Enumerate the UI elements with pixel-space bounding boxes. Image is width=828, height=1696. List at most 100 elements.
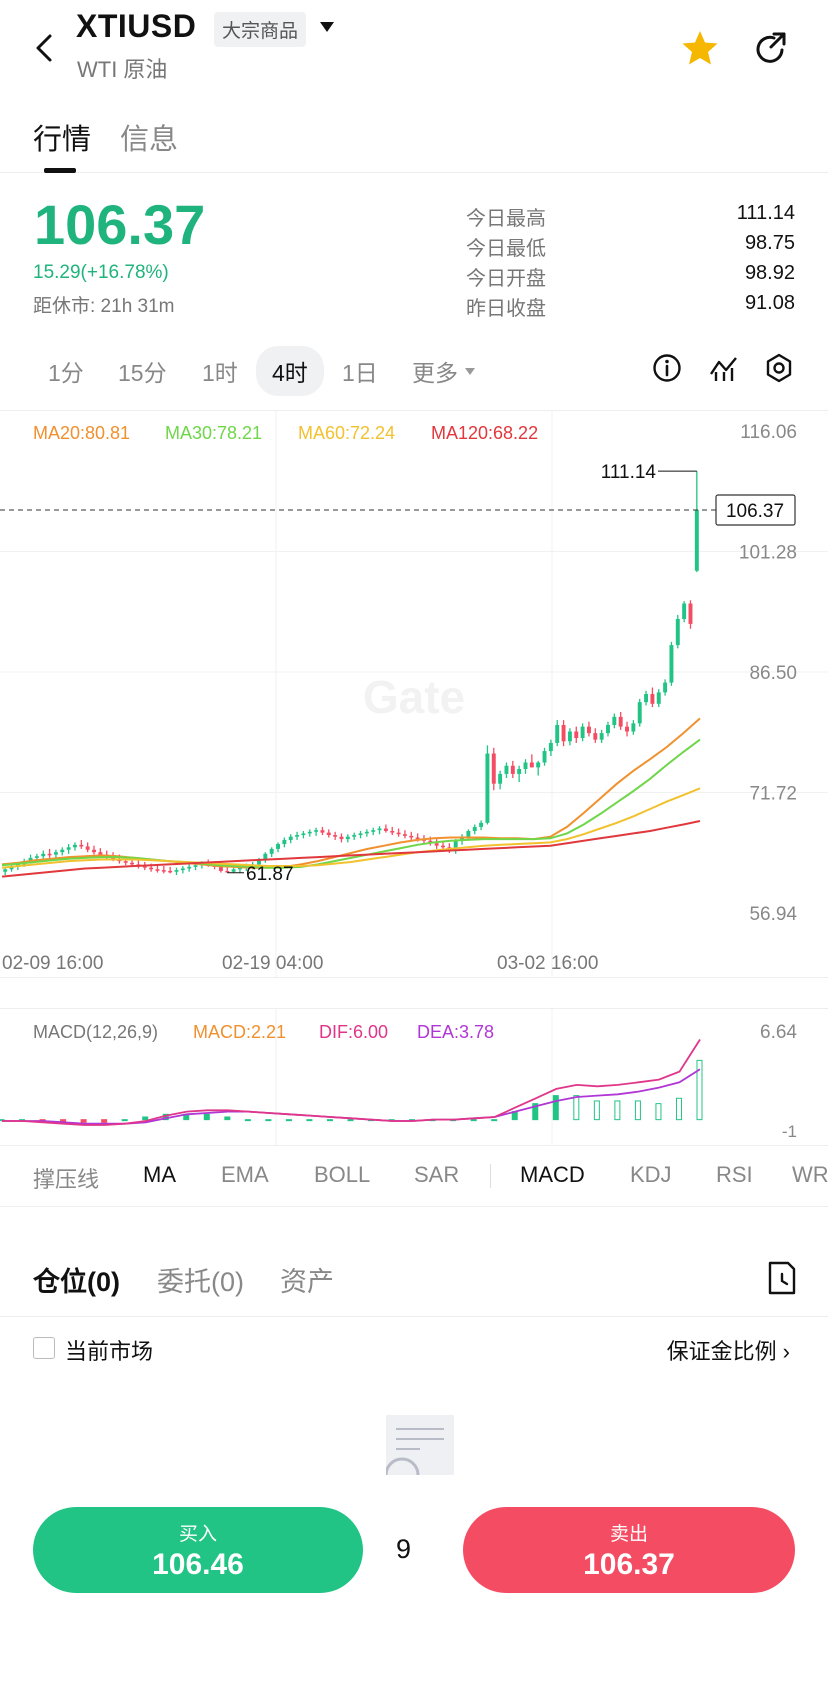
- candle-body: [523, 762, 528, 770]
- candle-body: [282, 839, 287, 845]
- main-tabs: 行情 信息: [0, 112, 828, 173]
- candle-body: [358, 833, 363, 836]
- tab-market[interactable]: 行情: [33, 124, 92, 156]
- indicator-tab-ema[interactable]: EMA: [221, 1162, 269, 1187]
- candle-body: [510, 765, 515, 774]
- timeframe-1h[interactable]: 1时: [202, 360, 238, 386]
- candle-body: [491, 753, 496, 784]
- indicator-icon[interactable]: [708, 352, 740, 384]
- category-badge: 大宗商品: [214, 12, 307, 47]
- candle-body: [149, 867, 154, 870]
- macd-legend-2: DIF:6.00: [319, 1022, 388, 1042]
- indicator-tab-boll[interactable]: BOLL: [314, 1162, 371, 1187]
- timeframe-more[interactable]: 更多: [412, 360, 458, 386]
- tab-info[interactable]: 信息: [120, 124, 179, 156]
- timeframe-4h[interactable]: 4时: [256, 346, 324, 396]
- tab-assets[interactable]: 资产: [280, 1267, 334, 1297]
- sell-price: 106.37: [583, 1548, 675, 1581]
- tab-orders[interactable]: 委托(0): [157, 1267, 244, 1297]
- candle-body: [682, 603, 687, 620]
- candle-body: [536, 762, 541, 768]
- indicator-tab-rsi[interactable]: RSI: [716, 1162, 753, 1187]
- price-chart[interactable]: 116.06 101.28 86.50 71.72 56.94 02-09 16:00 02…: [0, 410, 828, 978]
- stat-value-prev-close: 91.08: [744, 292, 795, 314]
- sell-button[interactable]: 卖出 106.37: [463, 1507, 795, 1593]
- chevron-right-icon: ›: [782, 1339, 790, 1364]
- settings-icon[interactable]: [763, 352, 795, 384]
- candle-body: [402, 834, 407, 836]
- candle-body: [98, 852, 103, 855]
- current-market-checkbox[interactable]: [33, 1337, 55, 1359]
- candle-body: [288, 836, 293, 840]
- macd-chart[interactable]: MACD(12,26,9) MACD:2.21 DIF:6.00 DEA:3.78 6.…: [0, 1008, 828, 1146]
- candle-body: [466, 830, 471, 837]
- candle-body: [225, 870, 230, 873]
- quantity-value[interactable]: 9: [396, 1534, 412, 1564]
- candle-body: [498, 773, 503, 784]
- macd-histogram-bar: [532, 1103, 539, 1121]
- margin-ratio-link[interactable]: 保证金比例 ›: [667, 1334, 790, 1366]
- symbol-dropdown-caret-icon[interactable]: [320, 22, 334, 32]
- candle-body: [263, 853, 268, 860]
- tab-positions[interactable]: 仓位(0): [33, 1267, 120, 1297]
- candle-body: [345, 836, 350, 840]
- current-price-tag-label: 106.37: [726, 501, 784, 522]
- candle-body: [92, 849, 96, 853]
- indicator-tab-macd[interactable]: MACD: [520, 1162, 585, 1187]
- macd-histogram-bar: [285, 1119, 292, 1122]
- timeframe-1m[interactable]: 1分: [48, 360, 84, 386]
- candle-body: [542, 751, 547, 763]
- ma-line-ma60: [1, 787, 701, 869]
- share-icon[interactable]: [752, 30, 790, 68]
- stat-label-low: 今日最低: [466, 238, 546, 260]
- symbol-title[interactable]: XTIUSD: [76, 8, 197, 44]
- clock-document-icon[interactable]: [766, 1260, 798, 1296]
- macd-histogram-bar: [121, 1119, 128, 1122]
- current-market-label[interactable]: 当前市场: [65, 1339, 154, 1364]
- macd-histogram-bar: [696, 1059, 703, 1121]
- candle-body: [574, 731, 579, 739]
- margin-ratio-label: 保证金比例: [666, 1339, 777, 1364]
- y-axis-tick-label: 71.72: [749, 784, 797, 805]
- indicator-tab-wr[interactable]: WR: [792, 1162, 828, 1187]
- back-arrow-icon[interactable]: [28, 30, 64, 66]
- timeframe-15m[interactable]: 15分: [118, 360, 167, 386]
- candle-body: [688, 603, 693, 624]
- candle-body: [168, 870, 173, 873]
- timeframe-1d[interactable]: 1日: [342, 360, 378, 386]
- star-icon[interactable]: [680, 28, 720, 68]
- market-close-countdown: 距休市: 21h 31m: [33, 296, 175, 317]
- info-icon[interactable]: [651, 352, 683, 384]
- stat-label-open: 今日开盘: [466, 268, 546, 290]
- macd-histogram-bar: [80, 1119, 87, 1123]
- buy-price: 106.46: [152, 1548, 244, 1581]
- indicator-tab-support-resistance[interactable]: 撑压线: [33, 1167, 100, 1192]
- candle-body: [187, 866, 192, 869]
- candle-body: [612, 716, 617, 725]
- macd-legend-3: DEA:3.78: [417, 1022, 494, 1042]
- candle-body: [390, 830, 395, 833]
- y-axis-tick-label: 116.06: [740, 422, 797, 443]
- macd-histogram-bar: [224, 1116, 231, 1121]
- buy-button[interactable]: 买入 106.46: [33, 1507, 363, 1593]
- candle-body: [73, 844, 77, 848]
- candle-body: [364, 831, 369, 834]
- candle-body: [618, 716, 623, 727]
- candle-body: [326, 832, 331, 836]
- macd-histogram-bar: [573, 1095, 580, 1121]
- candle-body: [396, 832, 401, 835]
- indicator-tab-sar[interactable]: SAR: [414, 1162, 460, 1187]
- timeframe-more-caret-icon[interactable]: [465, 368, 475, 375]
- candle-body: [333, 835, 338, 837]
- candle-body: [644, 694, 649, 703]
- macd-histogram-bar: [265, 1119, 272, 1122]
- candle-body: [548, 742, 553, 752]
- macd-dea-line: [2, 1068, 701, 1125]
- macd-histogram-bar: [203, 1113, 210, 1121]
- candle-body: [28, 857, 33, 862]
- indicator-tab-ma[interactable]: MA: [143, 1162, 176, 1187]
- candle-body: [377, 828, 382, 831]
- macd-legend-1: MACD:2.21: [193, 1022, 286, 1042]
- candle-body: [567, 731, 572, 742]
- indicator-tab-kdj[interactable]: KDJ: [630, 1162, 672, 1187]
